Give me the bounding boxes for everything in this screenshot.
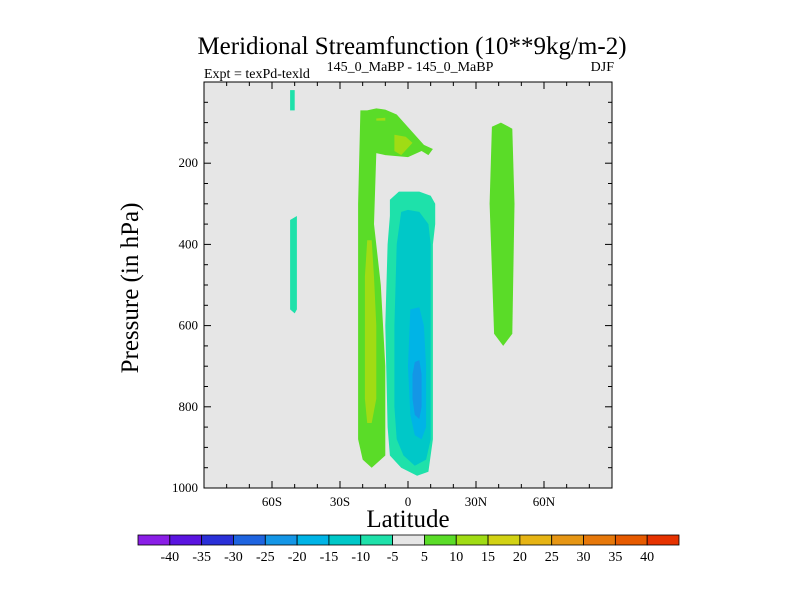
colorbar-box	[424, 534, 457, 546]
colorbar-box	[137, 534, 171, 546]
colorbar-box	[487, 534, 521, 546]
colorbar-box	[264, 534, 298, 546]
colorbar-label: 25	[545, 550, 559, 565]
x-axis-ticks: 60S 30S 0 30N 60N	[203, 82, 613, 509]
y-axis-ticks: 200 400 600 800 1000	[172, 81, 612, 495]
y-tick-label: 200	[179, 155, 199, 170]
colorbar-box	[201, 534, 234, 546]
colorbar-label: -15	[320, 550, 339, 565]
x-tick-label: 60N	[533, 494, 556, 509]
subtitle-right: DJF	[591, 60, 615, 75]
contour-regions	[290, 90, 515, 476]
y-tick-label: 400	[179, 236, 199, 251]
x-tick-label: 60S	[262, 494, 282, 509]
contour-region-8	[412, 360, 422, 419]
colorbar-label: 5	[421, 550, 428, 565]
colorbar-label: -10	[351, 550, 370, 565]
colorbar-label: 10	[449, 550, 463, 565]
contour-region-9	[489, 122, 515, 346]
y-tick-label: 800	[179, 399, 199, 414]
contour-region-4	[364, 240, 377, 423]
colorbar-box	[360, 534, 393, 546]
contour-region-1	[358, 108, 433, 468]
colorbar-box	[551, 534, 584, 546]
colorbar-label: -5	[387, 550, 399, 565]
contour-region-0	[290, 90, 295, 111]
colorbar	[137, 534, 680, 546]
contour-region-2	[376, 117, 386, 121]
colorbar-label: -25	[256, 550, 275, 565]
chart-title: Meridional Streamfunction (10**9kg/m-2)	[197, 33, 626, 60]
colorbar-box	[233, 534, 266, 546]
colorbar-labels: -40 -35 -30 -25 -20 -15 -10 -5 5 10 15 20 25 30 35 40	[160, 550, 654, 565]
colorbar-box	[519, 534, 553, 546]
x-tick-label: 30S	[330, 494, 350, 509]
colorbar-box	[455, 534, 489, 546]
colorbar-box	[392, 534, 425, 546]
y-axis-label: Pressure (in hPa)	[117, 203, 144, 374]
colorbar-label: 35	[608, 550, 622, 565]
x-tick-label: 30N	[465, 494, 488, 509]
colorbar-label: 20	[513, 550, 527, 565]
colorbar-box	[296, 534, 330, 546]
subtitle-center: 145_0_MaBP - 145_0_MaBP	[327, 60, 494, 75]
colorbar-box	[169, 534, 203, 546]
contour-region-3	[394, 134, 413, 156]
colorbar-box	[583, 534, 616, 546]
colorbar-box	[614, 534, 648, 546]
colorbar-label: 40	[640, 550, 654, 565]
colorbar-label: -20	[288, 550, 307, 565]
subtitle-left: Expt = texPd-texld	[204, 67, 310, 82]
colorbar-label: -30	[224, 550, 243, 565]
contour-region-10	[290, 216, 297, 314]
colorbar-label: 15	[481, 550, 495, 565]
colorbar-label: -35	[192, 550, 211, 565]
x-axis-label: Latitude	[366, 506, 449, 533]
y-tick-label: 1000	[172, 480, 198, 495]
x-tick-label: 0	[405, 494, 412, 509]
y-tick-label: 600	[179, 318, 199, 333]
colorbar-label: 30	[577, 550, 591, 565]
colorbar-label: -40	[160, 550, 179, 565]
colorbar-box	[646, 534, 680, 546]
colorbar-box	[328, 534, 362, 546]
